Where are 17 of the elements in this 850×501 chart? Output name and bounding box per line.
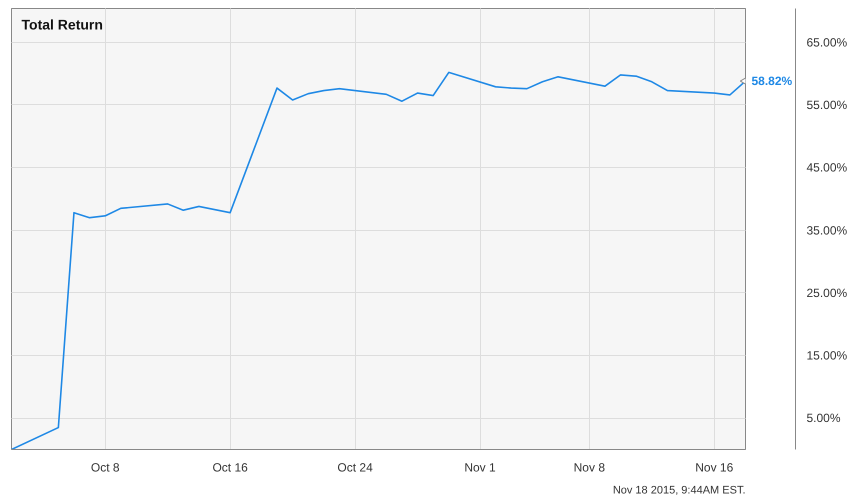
x-tick-label: Oct 16 [212,460,248,474]
text: Total Return [22,16,103,32]
annotation: 58.82% [752,74,793,88]
y-tick-label: 35.00% [806,223,848,238]
x-tick-label: Nov 16 [695,460,734,474]
x-tick-label: Nov 1 [464,460,496,474]
y-tick-label: 45.00% [806,160,848,175]
y-tick-label: 55.00% [806,98,848,112]
y-tick-label: 25.00% [806,286,848,300]
line-series [12,72,746,450]
y-tick-label: 5.00% [806,411,841,426]
text: Nov 18 2015, 9:44AM EST. [612,484,746,496]
y-tick-label: 65.00% [806,35,848,50]
x-tick-label: Nov 8 [574,460,606,474]
x-tick-label: Oct 8 [90,460,120,474]
x-tick-label: Oct 24 [337,460,374,474]
y-tick-label: 15.00% [806,348,848,363]
